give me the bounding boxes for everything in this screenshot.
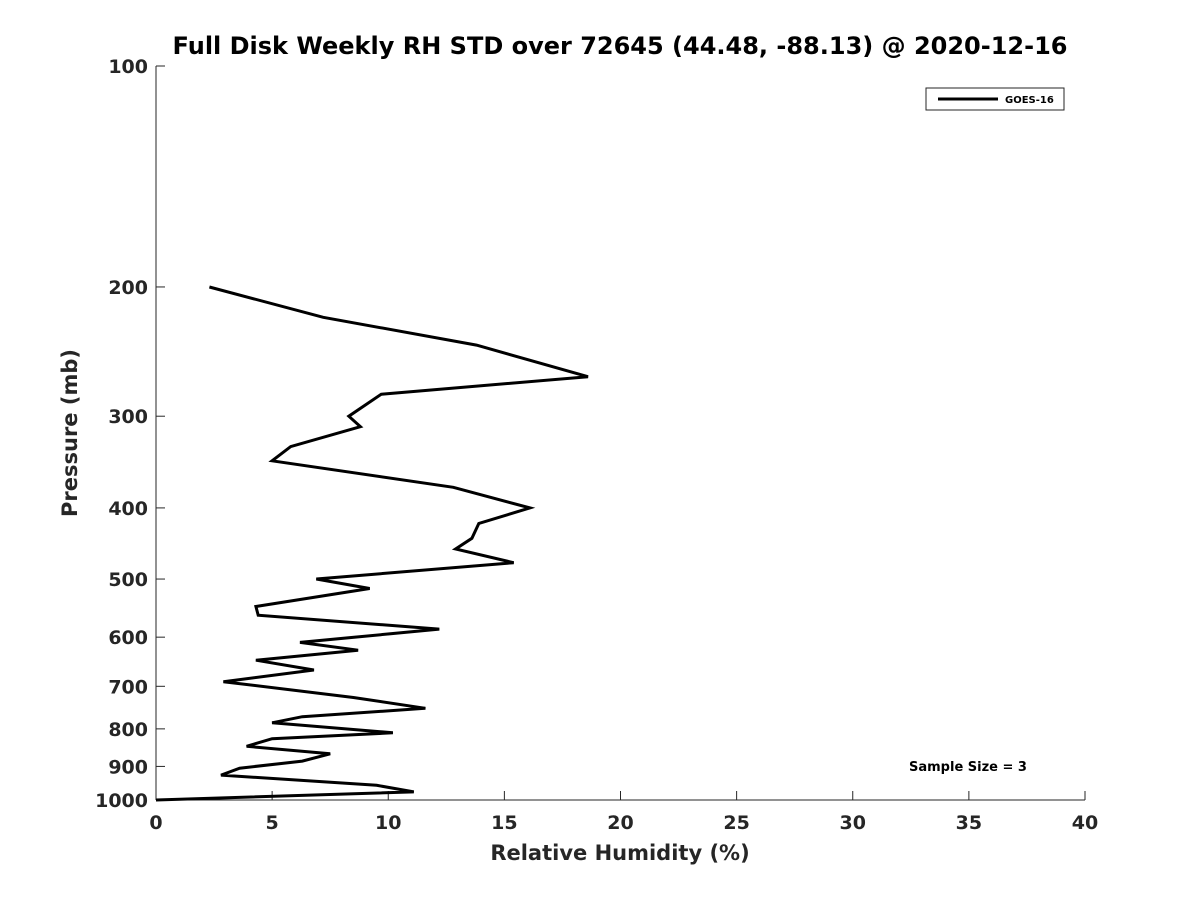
x-tick-label: 30 [840,812,866,834]
x-tick-label: 15 [491,812,517,834]
y-tick-label: 1000 [95,790,148,812]
series-line-goes-16 [155,285,589,802]
y-tick-label: 700 [108,676,148,698]
x-tick-label: 0 [149,812,162,834]
sample-size-annotation: Sample Size = 3 [909,760,1027,775]
y-tick-label: 400 [108,498,148,520]
series-group [155,285,589,802]
x-tick-label: 25 [723,812,749,834]
x-tick-label: 20 [607,812,633,834]
y-tick-label: 100 [108,56,148,78]
x-tick-label: 40 [1072,812,1098,834]
y-tick-label: 900 [108,756,148,778]
legend-label-goes-16: GOES-16 [1005,95,1054,106]
y-tick-label: 500 [108,569,148,591]
x-tick-label: 35 [956,812,982,834]
y-tick-label: 800 [108,719,148,741]
x-axis-label: Relative Humidity (%) [490,841,749,865]
y-axis-label: Pressure (mb) [58,349,82,517]
y-tick-label: 200 [108,277,148,299]
x-axis-ticks: 0 5 10 15 20 25 30 35 40 [149,791,1098,834]
chart-title: Full Disk Weekly RH STD over 72645 (44.4… [173,32,1068,60]
x-tick-label: 10 [375,812,401,834]
y-axis-ticks: 100 200 300 400 500 600 700 800 900 1000 [95,56,165,812]
legend: GOES-16 [925,87,1065,111]
y-tick-label: 300 [108,406,148,428]
x-tick-label: 5 [266,812,279,834]
y-tick-label: 600 [108,627,148,649]
